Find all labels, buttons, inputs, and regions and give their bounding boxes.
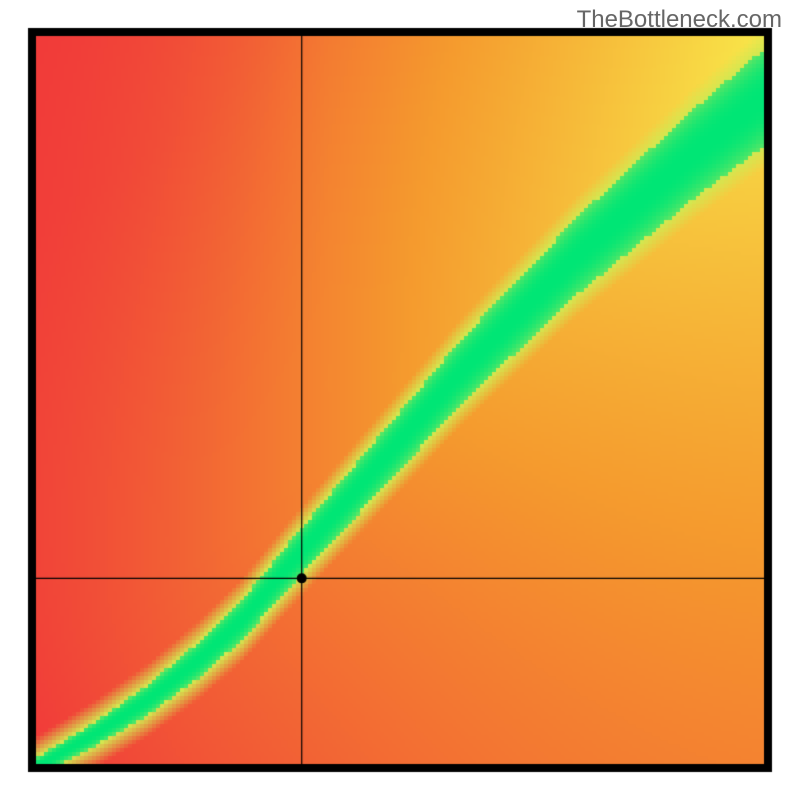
watermark-text: TheBottleneck.com [577, 6, 782, 34]
heatmap-canvas [0, 0, 800, 800]
chart-container: TheBottleneck.com [0, 0, 800, 800]
